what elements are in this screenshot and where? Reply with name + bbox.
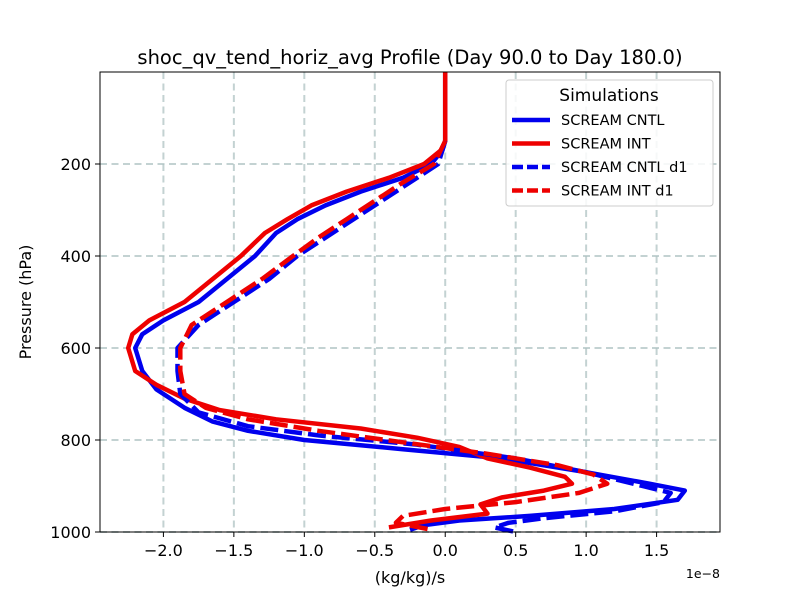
x-tick-label: 1.5 (644, 541, 669, 560)
y-tick-label: 200 (60, 155, 91, 174)
plot-area-frame (99, 71, 721, 533)
legend-entry-label: SCREAM INT (561, 137, 651, 153)
chart-title: shoc_qv_tend_horiz_avg Profile (Day 90.0… (137, 46, 682, 69)
series-line-scream-int-d1 (178, 140, 610, 532)
series-line-scream-int (125, 72, 575, 530)
series-line-scream-cntl (132, 72, 688, 532)
x-tick-label: −0.5 (355, 541, 394, 560)
x-tick-label: 1.0 (573, 541, 598, 560)
y-tick-label: 1000 (50, 523, 91, 542)
legend-entry-label: SCREAM CNTL (561, 113, 665, 129)
legend-entry-label: SCREAM CNTL d1 (561, 160, 688, 176)
y-tick-label: 800 (60, 431, 91, 450)
y-axis-label: Pressure (hPa) (16, 245, 35, 360)
x-tick-label: 0.5 (503, 541, 528, 560)
legend-entry-label: SCREAM INT d1 (561, 184, 674, 200)
legend-title: Simulations (559, 86, 659, 106)
tick-layer: −2.0 −1.5 −1.0 −0.5 0.0 0.5 1.0 1.5 200 400 600 800… (50, 155, 669, 560)
x-tick-label: 0.0 (433, 541, 458, 560)
x-axis-label: (kg/kg)/s (375, 568, 445, 587)
legend-frame (505, 79, 714, 207)
x-tick-label: −1.5 (214, 541, 253, 560)
y-tick-label: 400 (60, 247, 91, 266)
x-tick-label: −1.0 (285, 541, 324, 560)
series-layer (125, 72, 688, 535)
legend-entries: SCREAM CNTL SCREAM INT SCREAM CNTL d1 SCREA… (512, 113, 688, 200)
y-tick-label: 600 (60, 339, 91, 358)
x-axis-offset-label: 1e−8 (686, 566, 720, 581)
x-tick-label: −2.0 (144, 541, 183, 560)
series-line-scream-cntl-d1 (175, 140, 673, 535)
